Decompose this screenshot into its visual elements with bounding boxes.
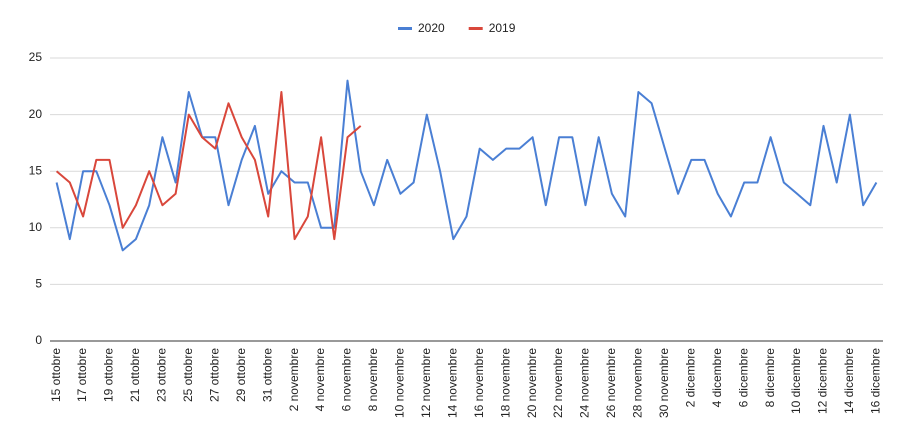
x-tick-label: 6 dicembre (736, 348, 750, 408)
x-tick-label: 20 novembre (525, 348, 539, 418)
x-tick-label: 2 novembre (287, 348, 301, 412)
x-tick-label: 17 ottobre (75, 348, 89, 402)
x-tick-label: 16 dicembre (869, 348, 883, 414)
y-tick-label: 5 (35, 277, 42, 291)
legend-swatch (468, 27, 483, 30)
x-tick-label: 14 novembre (445, 348, 459, 418)
x-tick-label: 21 ottobre (128, 348, 142, 402)
x-tick-label: 28 novembre (631, 348, 645, 418)
legend-label: 2020 (418, 21, 445, 35)
x-tick-label: 10 novembre (393, 348, 407, 418)
legend-swatch (398, 27, 412, 30)
x-tick-label: 14 dicembre (842, 348, 856, 414)
legend-label: 2019 (489, 21, 516, 35)
x-tick-label: 19 ottobre (102, 348, 116, 402)
series-line (55, 91, 362, 241)
y-tick-label: 20 (29, 107, 43, 121)
y-tick-label: 25 (29, 50, 43, 64)
x-tick-label: 8 novembre (366, 348, 380, 412)
x-tick-label: 22 novembre (551, 348, 565, 418)
x-tick-label: 10 dicembre (789, 348, 803, 414)
x-tick-label: 18 novembre (498, 348, 512, 418)
x-tick-label: 16 novembre (472, 348, 486, 418)
x-tick-label: 29 ottobre (234, 348, 248, 402)
x-tick-label: 8 dicembre (763, 348, 777, 408)
y-tick-label: 10 (29, 220, 43, 234)
x-tick-label: 23 ottobre (155, 348, 169, 402)
x-tick-label: 12 novembre (419, 348, 433, 418)
x-tick-label: 2 dicembre (683, 348, 697, 408)
x-tick-label: 15 ottobre (49, 348, 63, 402)
x-tick-label: 4 dicembre (710, 348, 724, 408)
y-tick-label: 15 (29, 163, 43, 177)
x-tick-label: 24 novembre (578, 348, 592, 418)
y-tick-label: 0 (35, 333, 42, 347)
x-tick-label: 31 ottobre (260, 348, 274, 402)
x-tick-label: 30 novembre (657, 348, 671, 418)
x-tick-label: 27 ottobre (207, 348, 221, 402)
x-tick-label: 12 dicembre (816, 348, 830, 414)
series-line (55, 79, 878, 252)
x-tick-label: 6 novembre (340, 348, 354, 412)
x-tick-label: 26 novembre (604, 348, 618, 418)
x-tick-label: 25 ottobre (181, 348, 195, 402)
x-tick-label: 4 novembre (313, 348, 327, 412)
